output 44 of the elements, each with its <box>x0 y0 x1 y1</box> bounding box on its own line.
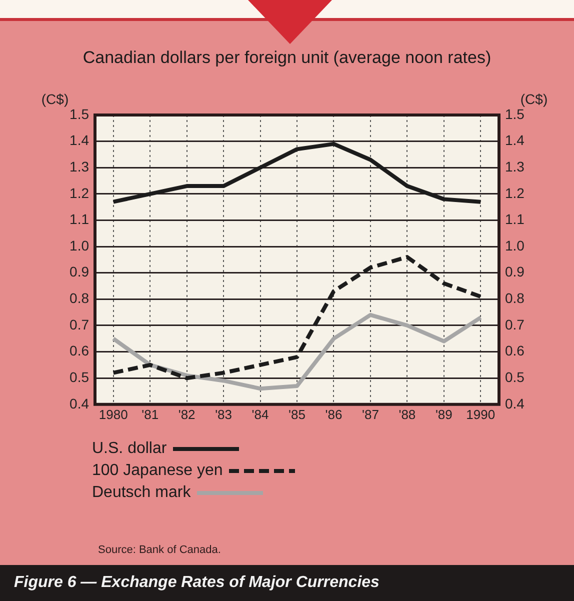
y2-tick-label: 0.4 <box>505 395 525 412</box>
y2-tick-label: 0.7 <box>505 316 525 332</box>
y2-tick-label: 0.9 <box>505 264 525 280</box>
y2-tick-label: 1.4 <box>505 132 525 148</box>
y2-tick-label: 1.3 <box>505 158 525 174</box>
y2-tick-label: 1.5 <box>505 106 525 122</box>
y-tick-label: 0.6 <box>70 342 90 359</box>
y2-axis-title: (C$) <box>520 90 548 107</box>
x-tick-label: '89 <box>435 406 452 422</box>
legend-label: U.S. dollar <box>92 440 167 458</box>
chart-title: Canadian dollars per foreign unit (average noon rates) <box>82 48 492 68</box>
y2-tick-label: 0.8 <box>505 290 525 306</box>
legend-label: 100 Japanese yen <box>92 462 223 480</box>
x-tick-label: '88 <box>398 406 416 422</box>
y-tick-label: 1.0 <box>70 237 90 254</box>
x-tick-label: '84 <box>252 406 269 422</box>
legend-label: Deutsch mark <box>92 484 191 502</box>
y2-tick-label: 0.6 <box>505 342 525 359</box>
y2-tick-label: 1.0 <box>505 237 525 254</box>
y-tick-label: 1.5 <box>70 106 90 122</box>
y-tick-label: 1.2 <box>70 184 90 201</box>
y2-tick-label: 1.1 <box>505 211 525 228</box>
x-tick-label: '82 <box>178 406 196 422</box>
y2-tick-label: 1.2 <box>505 184 525 201</box>
y-tick-label: 0.8 <box>70 290 90 306</box>
x-tick-label: '83 <box>215 406 232 422</box>
y-tick-label: 0.7 <box>70 316 90 332</box>
x-tick-label: 1990 <box>466 406 496 422</box>
y-tick-label: 1.1 <box>70 211 90 228</box>
x-tick-label: '86 <box>325 406 342 422</box>
x-tick-label: '87 <box>362 406 379 422</box>
y-tick-label: 0.4 <box>70 395 90 412</box>
caption: Figure 6 — Exchange Rates of Major Currencies <box>0 565 574 601</box>
y-tick-label: 0.5 <box>70 368 90 385</box>
y-axis-title: (C$) <box>41 90 69 107</box>
line-series <box>111 255 483 380</box>
x-tick-label: '81 <box>142 406 159 422</box>
y-tick-label: 0.9 <box>70 264 90 280</box>
y2-tick-label: 0.5 <box>505 368 525 385</box>
x-tick-label: '85 <box>288 406 306 422</box>
x-tick-label: 1980 <box>98 406 128 422</box>
source-note: Source: Bank of Canada. <box>98 544 221 556</box>
y-tick-label: 1.4 <box>70 132 90 148</box>
y-tick-label: 1.3 <box>70 158 90 174</box>
